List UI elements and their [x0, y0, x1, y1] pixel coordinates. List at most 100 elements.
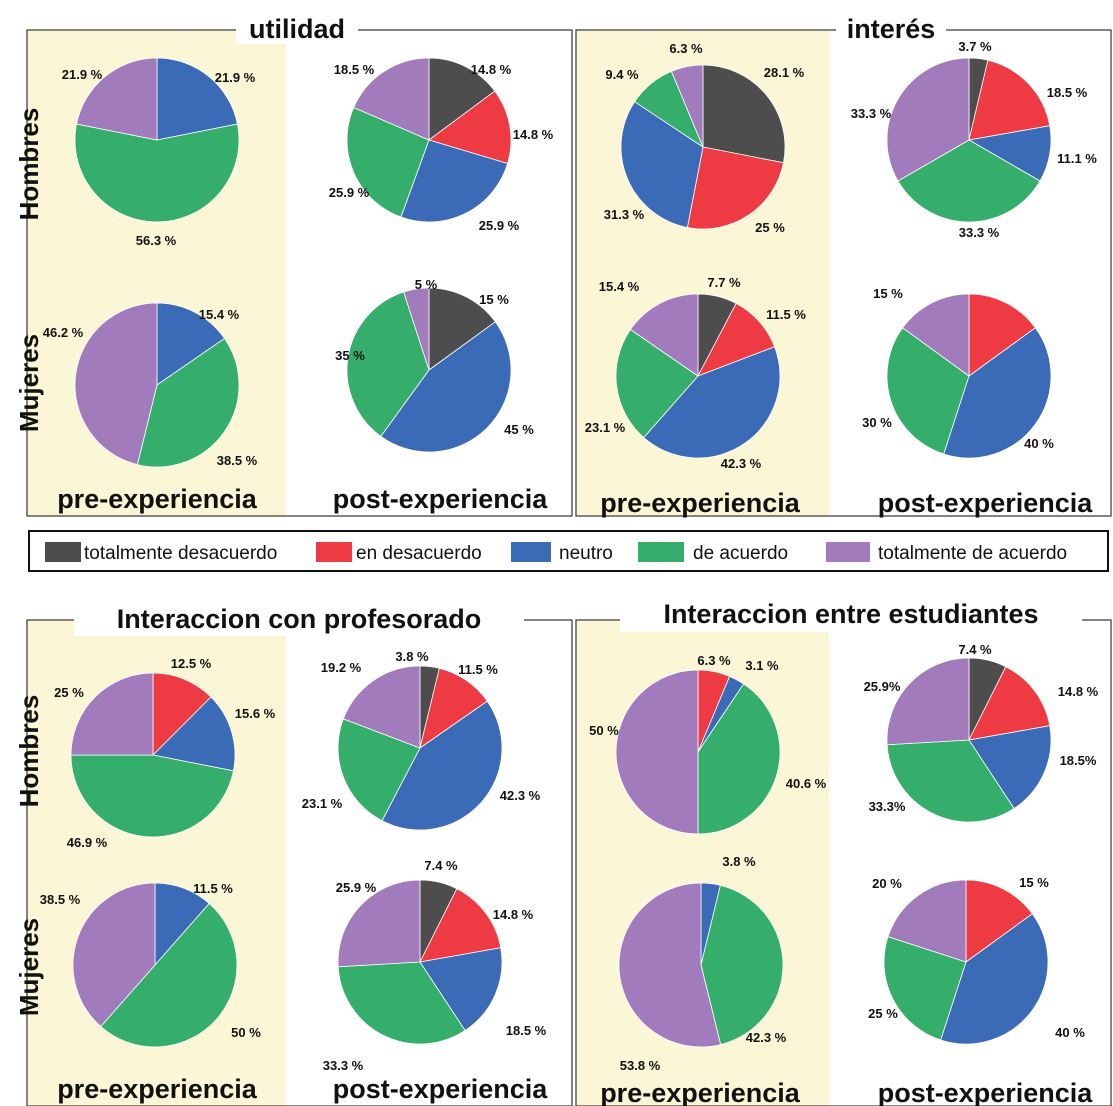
pie-label-en-desacuerdo: 14.8 % [513, 127, 554, 142]
pie-label-en-desacuerdo: 15 % [1019, 875, 1049, 890]
phase-label-post-utilidad: post-experiencia [333, 484, 549, 514]
pie-label-de-acuerdo: 25 % [868, 1006, 898, 1021]
pie-slice-de-acuerdo [697, 683, 781, 835]
pie-slice-de-acuerdo [346, 106, 430, 218]
pie-slice-neutro [156, 302, 226, 386]
pie-label-de-acuerdo: 50 % [231, 1025, 261, 1040]
pie-label-de-acuerdo: 35 % [335, 348, 365, 363]
pie-label-totalmente-de-acuerdo: 33.3 % [851, 106, 892, 121]
pie-slice-neutro [943, 327, 1052, 459]
legend-swatch-en-desacuerdo [316, 542, 352, 562]
legend-label-de-acuerdo: de acuerdo [693, 543, 788, 564]
pie-interes-hombres-post: 3.7 % 18.5 % 11.1 % 33.3 % 33.3 % [851, 39, 1098, 240]
title-bg-utilidad [236, 14, 358, 44]
pie-slice-totalmente-de-acuerdo [887, 879, 967, 963]
legend-label-totalmente-de-acuerdo: totalmente de acuerdo [878, 543, 1067, 564]
pie-label-de-acuerdo: 9.4 % [605, 67, 639, 82]
pie-charts: 21.9 % 56.3 % 21.9 % 14.8 % 14.8 % 25.9 % 25.9… [40, 39, 1099, 1073]
panel-title-estudiantes: Interaccion entre estudiantes [663, 599, 1038, 629]
pie-label-neutro: 15.4 % [199, 307, 240, 322]
pie-label-en-desacuerdo: 12.5 % [171, 656, 212, 671]
pie-label-de-acuerdo: 23.1 % [585, 420, 626, 435]
pie-label-neutro: 40 % [1055, 1025, 1085, 1040]
pie-utilidad-hombres-post: 14.8 % 14.8 % 25.9 % 25.9 % 18.5 % [329, 57, 554, 233]
pie-label-neutro: 18.5% [1060, 753, 1097, 768]
pie-slice-neutro [940, 913, 1049, 1045]
pie-profesorado-hombres-post: 3.8 % 11.5 % 42.3 % 23.1 % 19.2 % [302, 649, 541, 831]
phase-label-pre-profesorado: pre-experiencia [57, 1074, 258, 1104]
pie-slice-totalmente-de-acuerdo [886, 57, 970, 182]
pie-estudiantes-hombres-pre: 6.3 % 3.1 % 40.6 % 50 % [589, 653, 827, 835]
pie-utilidad-hombres-pre: 21.9 % 56.3 % 21.9 % [62, 57, 256, 248]
pie-label-totalmente-de-acuerdo: 5 % [415, 277, 438, 292]
pie-label-totalmente-de-acuerdo: 25.9 % [336, 880, 377, 895]
pie-label-totalmente-de-acuerdo: 46.2 % [43, 325, 84, 340]
pie-slice-totalmente-de-acuerdo [337, 879, 421, 968]
pie-label-totalmente-de-acuerdo: 53.8 % [620, 1058, 661, 1073]
pie-slice-en-desacuerdo [686, 146, 784, 230]
title-bg-interes [836, 14, 946, 44]
pie-label-totalmente-de-acuerdo: 6.3 % [669, 41, 703, 56]
pie-label-neutro: 31.3 % [604, 207, 645, 222]
pie-slice-de-acuerdo [100, 902, 238, 1048]
pie-slice-totalmente-de-acuerdo [70, 672, 154, 756]
pie-label-en-desacuerdo: 25 % [755, 220, 785, 235]
legend-swatch-totalmente-de-acuerdo [826, 542, 870, 562]
pie-label-neutro: 3.1 % [745, 658, 779, 673]
pie-slice-neutro [400, 139, 509, 223]
pie-label-totalmente-de-acuerdo: 15 % [873, 286, 903, 301]
pie-label-neutro: 21.9 % [215, 70, 256, 85]
row-label-mujeres-bottom: Mujeres [14, 918, 44, 1016]
panel-title-utilidad: utilidad [249, 14, 345, 44]
pie-label-de-acuerdo: 25.9 % [329, 185, 370, 200]
pie-slice-de-acuerdo [70, 754, 234, 838]
pie-slice-de-acuerdo [700, 884, 784, 1046]
pie-label-en-desacuerdo: 6.3 % [697, 653, 731, 668]
pie-label-neutro: 3.8 % [722, 854, 756, 869]
pie-label-de-acuerdo: 38.5 % [217, 453, 258, 468]
legend-label-neutro: neutro [559, 543, 613, 564]
pie-slice-totalmente-de-acuerdo [902, 293, 970, 377]
pie-label-de-acuerdo: 40.6 % [786, 776, 827, 791]
pie-slice-totalmente-desacuerdo [428, 57, 496, 141]
pie-slice-de-acuerdo [615, 328, 699, 439]
pie-label-de-acuerdo: 33.3% [869, 799, 906, 814]
pie-slice-de-acuerdo [886, 739, 1015, 823]
pie-label-en-desacuerdo: 14.8 % [1058, 684, 1099, 699]
pie-slice-de-acuerdo [136, 337, 240, 468]
pie-slice-de-acuerdo [883, 936, 967, 1041]
pie-slice-totalmente-de-acuerdo [615, 669, 699, 835]
pie-label-totalmente-de-acuerdo: 25 % [54, 685, 84, 700]
pie-label-en-desacuerdo: 11.5 % [766, 307, 806, 322]
pie-slice-totalmente-de-acuerdo [72, 882, 156, 1028]
pie-label-totalmente-de-acuerdo: 38.5 % [40, 892, 81, 907]
pie-label-de-acuerdo: 33.3 % [959, 225, 1000, 240]
row-label-hombres-top: Hombres [14, 108, 44, 221]
pie-label-de-acuerdo: 23.1 % [302, 796, 343, 811]
pie-estudiantes-hombres-post: 7.4 % 14.8 % 18.5% 33.3% 25.9% [864, 642, 1099, 823]
pie-slice-neutro [156, 57, 238, 141]
pie-slice-totalmente-desacuerdo [428, 287, 496, 371]
pie-label-totalmente-de-acuerdo: 18.5 % [334, 62, 375, 77]
phase-label-post-interes: post-experiencia [878, 488, 1094, 518]
pie-label-totalmente-desacuerdo: 7.4 % [424, 858, 458, 873]
pie-slice-totalmente-de-acuerdo [76, 57, 158, 141]
pie-label-totalmente-desacuerdo: 7.4 % [958, 642, 992, 657]
pie-label-de-acuerdo: 33.3 % [323, 1058, 364, 1073]
pie-utilidad-mujeres-post: 15 % 45 % 35 % 5 % [335, 277, 534, 453]
pie-slice-neutro [643, 346, 781, 459]
pie-label-totalmente-desacuerdo: 3.8 % [395, 649, 429, 664]
panel-title-interes: interés [847, 14, 936, 44]
pie-utilidad-mujeres-pre: 15.4 % 38.5 % 46.2 % [43, 302, 258, 468]
pie-label-en-desacuerdo: 11.5 % [458, 662, 498, 677]
legend-box [28, 530, 1109, 572]
pie-label-totalmente-desacuerdo: 3.7 % [958, 39, 992, 54]
pie-label-neutro: 18.5 % [506, 1023, 547, 1038]
pie-label-neutro: 25.9 % [479, 218, 520, 233]
pie-slice-totalmente-de-acuerdo [670, 64, 704, 148]
pie-label-de-acuerdo: 42.3 % [746, 1030, 787, 1045]
pie-slice-en-desacuerdo [419, 888, 502, 963]
row-label-hombres-bottom: Hombres [14, 695, 44, 808]
pie-slice-en-desacuerdo [965, 879, 1033, 963]
pie-interes-mujeres-pre: 7.7 % 11.5 % 42.3 % 23.1 % 15.4 % [585, 275, 807, 471]
